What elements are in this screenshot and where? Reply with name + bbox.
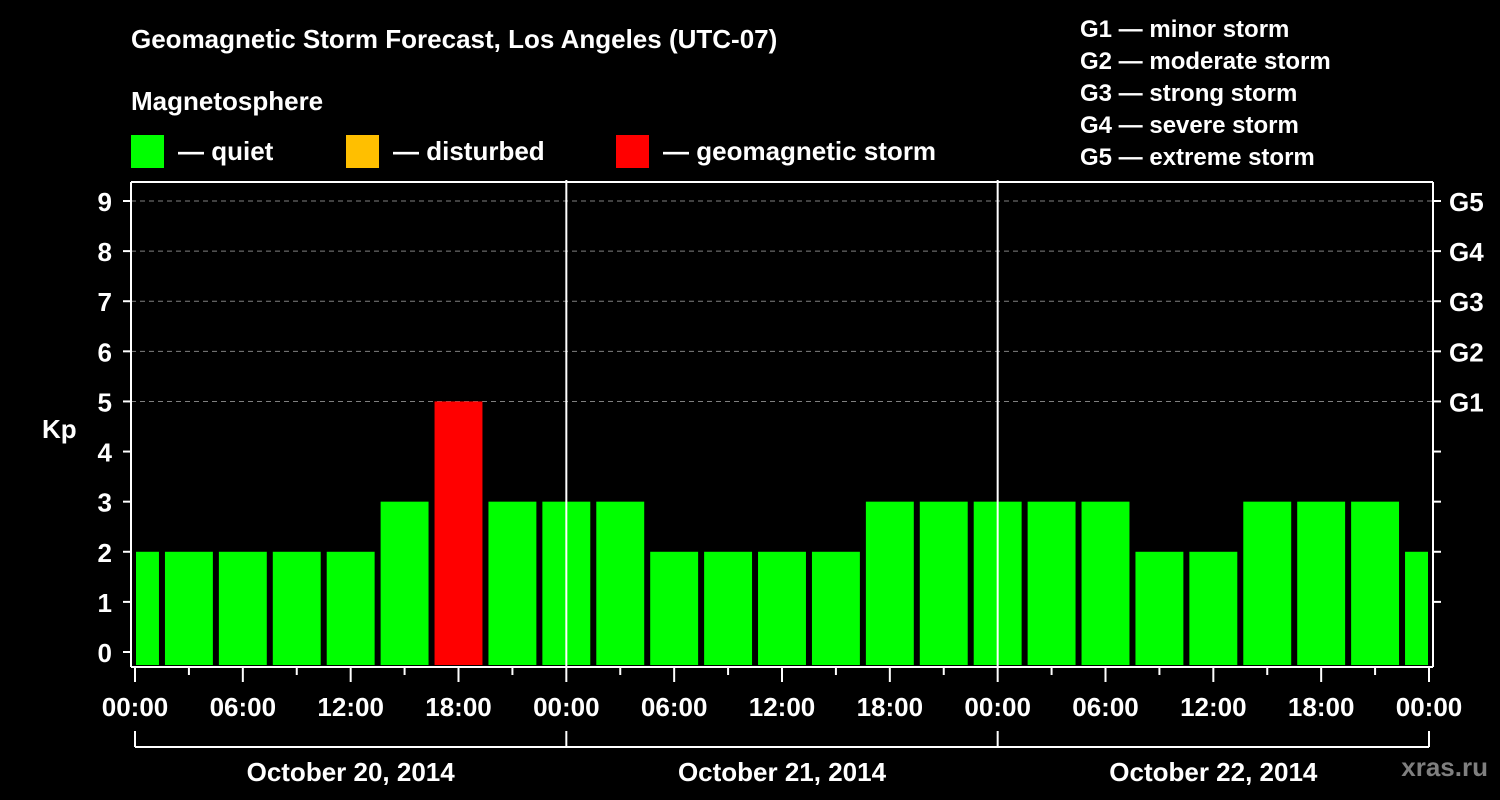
storm-level-label: G5 (1449, 187, 1484, 217)
kp-bar (1351, 501, 1400, 665)
x-tick-label: 06:00 (641, 692, 708, 722)
storm-level-label: G1 (1449, 387, 1484, 417)
legend-item-quiet: — quiet (131, 134, 273, 168)
legend-label: — quiet (178, 135, 274, 166)
y-tick-label: 7 (98, 287, 112, 317)
y-tick-label: 8 (98, 237, 112, 267)
y-tick-label: 6 (98, 337, 112, 367)
legend-heading: Magnetosphere (131, 86, 324, 116)
x-tick-label: 06:00 (210, 692, 277, 722)
storm-scale-g3: G3 — strong storm (1080, 80, 1298, 107)
kp-bar (488, 501, 537, 665)
kp-bar (596, 501, 645, 665)
storm-scale-g5: G5 — extreme storm (1080, 144, 1315, 171)
x-tick-label: 12:00 (317, 692, 384, 722)
legend-item-storm: — geomagnetic storm (616, 134, 936, 168)
x-tick-label: 18:00 (1288, 692, 1355, 722)
axis-labels: 0 1 2 3 4 5 6 7 8 9 G1 G2 G3 G4 G5 Kp 00:00 06:00 12:00 18:… (42, 187, 1484, 787)
legend-item-disturbed: — disturbed (346, 134, 545, 168)
x-tick-label: 12:00 (749, 692, 816, 722)
kp-bar (1297, 501, 1346, 665)
watermark: xras.ru (1401, 752, 1488, 782)
storm-scale-g1: G1 — minor storm (1080, 16, 1290, 43)
legend-swatch-storm (616, 134, 649, 168)
kp-bar (380, 501, 429, 665)
y-tick-label: 5 (98, 387, 112, 417)
legend-label: — disturbed (393, 135, 545, 166)
kp-bar (1189, 551, 1238, 665)
y-tick-label: 4 (98, 438, 113, 468)
storm-scale-legend: G1 — minor storm G2 — moderate storm G3 … (1080, 14, 1331, 174)
date-label: October 20, 2014 (247, 757, 456, 787)
kp-bar (704, 551, 753, 665)
storm-level-label: G2 (1449, 337, 1484, 367)
kp-bar (326, 551, 375, 665)
kp-bar (1243, 501, 1292, 665)
x-tick-label: 00:00 (1396, 692, 1463, 722)
storm-scale-g4: G4 — severe storm (1080, 112, 1299, 139)
date-label: October 21, 2014 (678, 757, 887, 787)
kp-bar (1135, 551, 1184, 665)
date-label: October 22, 2014 (1109, 757, 1318, 787)
kp-bar (136, 551, 159, 665)
storm-level-label: G4 (1449, 237, 1484, 267)
x-tick-label: 00:00 (102, 692, 169, 722)
kp-bar (811, 551, 860, 665)
y-axis-title: Kp (42, 414, 77, 444)
x-tick-label: 06:00 (1072, 692, 1139, 722)
bar-series (136, 401, 1428, 665)
x-tick-label: 12:00 (1180, 692, 1247, 722)
y-tick-label: 9 (98, 187, 112, 217)
storm-level-label: G3 (1449, 287, 1484, 317)
x-tick-label: 18:00 (425, 692, 492, 722)
kp-bar (272, 551, 321, 665)
legend-swatch-disturbed (346, 134, 379, 168)
kp-bar (1027, 501, 1076, 665)
kp-bar (650, 551, 699, 665)
kp-bar (164, 551, 213, 665)
kp-bar (919, 501, 968, 665)
storm-scale-g2: G2 — moderate storm (1080, 48, 1331, 75)
y-tick-label: 0 (98, 638, 112, 668)
chart-title: Geomagnetic Storm Forecast, Los Angeles … (131, 24, 778, 54)
legend-label: — geomagnetic storm (663, 135, 937, 166)
legend-swatch-quiet (131, 134, 164, 168)
y-tick-label: 3 (98, 488, 112, 518)
kp-bar (434, 401, 483, 665)
x-tick-label: 18:00 (857, 692, 924, 722)
y-tick-label: 1 (98, 588, 112, 618)
kp-bar (1405, 551, 1428, 665)
kp-bar (865, 501, 914, 665)
y-tick-label: 2 (98, 538, 112, 568)
kp-bar (1081, 501, 1130, 665)
kp-bar (758, 551, 806, 665)
x-tick-label: 00:00 (964, 692, 1031, 722)
kp-bar (218, 551, 267, 665)
axes (123, 180, 1441, 748)
gridlines (131, 200, 1433, 402)
x-tick-label: 00:00 (533, 692, 600, 722)
